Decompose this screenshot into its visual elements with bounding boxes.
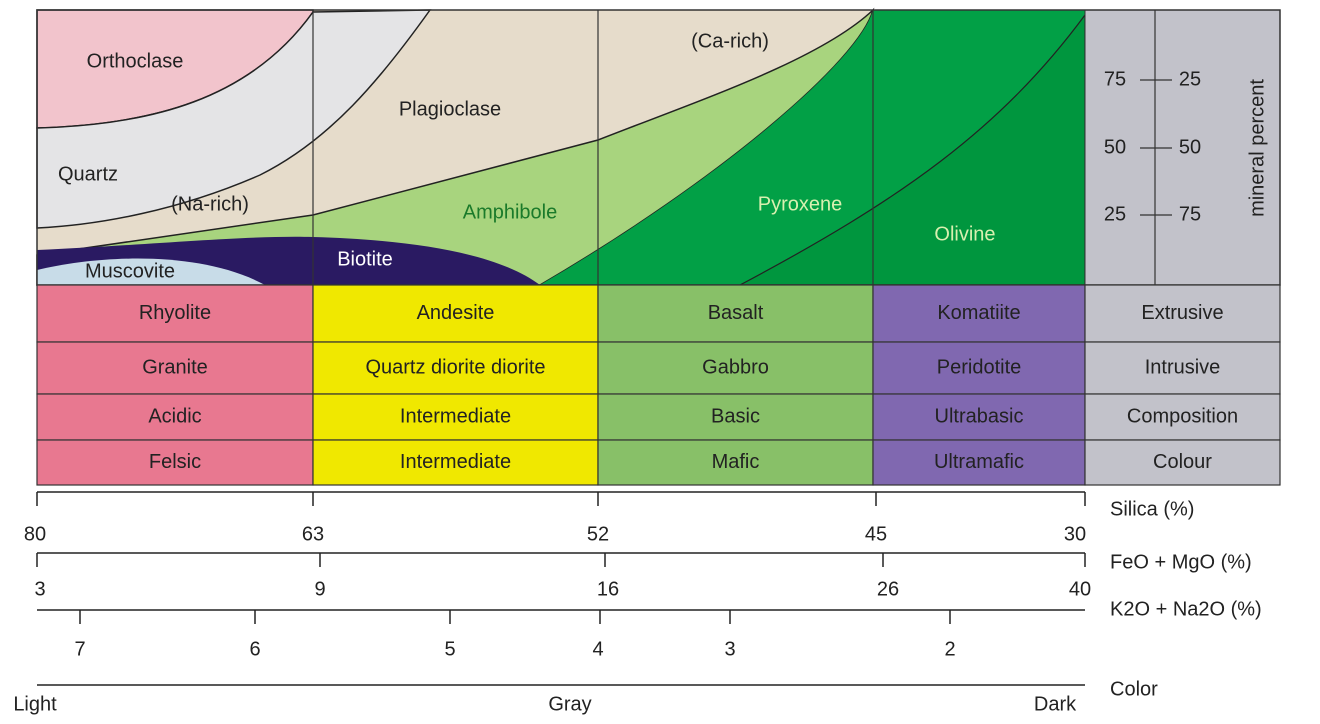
cell-text: Komatiite — [937, 302, 1020, 324]
table-cell — [1084, 284, 1281, 343]
table-cell — [312, 284, 599, 343]
cell-text: Ultramafic — [934, 451, 1024, 473]
cell-text: Quartz diorite diorite — [365, 356, 545, 378]
scale-tick-label: 7 — [74, 638, 85, 660]
cell-text: Basalt — [708, 302, 764, 324]
mineral-label: Pyroxene — [758, 193, 843, 215]
cell-text: Granite — [142, 356, 208, 378]
scale-label: K2O + Na2O (%) — [1110, 598, 1262, 620]
cell-text: Colour — [1153, 451, 1212, 473]
scale-tick-label: 63 — [302, 523, 324, 545]
cell-text: Felsic — [149, 451, 201, 473]
mineral-label: Muscovite — [85, 260, 175, 282]
percent-label: 25 — [1104, 203, 1126, 225]
percent-label: 50 — [1179, 136, 1201, 158]
olivine-area — [739, 13, 1086, 286]
cell-text: Mafic — [712, 451, 760, 473]
scale-tick-label: 52 — [587, 523, 609, 545]
table-cell — [312, 439, 599, 486]
table-cell — [597, 341, 874, 395]
muscovite-area — [37, 258, 265, 285]
scale-tick-label: Light — [13, 693, 57, 715]
mineral-label: Olivine — [934, 223, 995, 245]
cell-text: Extrusive — [1141, 302, 1223, 324]
scale-tick-label: 3 — [34, 578, 45, 600]
percent-label: 50 — [1104, 136, 1126, 158]
scale-label: Silica (%) — [1110, 498, 1194, 520]
scale-tick-label: 6 — [249, 638, 260, 660]
scale-tick-label: Gray — [548, 693, 591, 715]
percent-label: 75 — [1179, 203, 1201, 225]
scale-tick-label: 5 — [444, 638, 455, 660]
table-cell — [872, 284, 1086, 343]
scale-tick-label: Dark — [1034, 693, 1077, 715]
table-cell — [597, 284, 874, 343]
quartz-area — [36, 9, 432, 229]
table-cell — [36, 341, 314, 395]
mineral-label: (Ca-rich) — [691, 30, 769, 52]
mineral-label: Plagioclase — [399, 98, 501, 120]
scale-tick-label: 9 — [314, 578, 325, 600]
table-cell — [1084, 439, 1281, 486]
cell-text: Composition — [1127, 405, 1238, 427]
mineral-label: Orthoclase — [87, 50, 184, 72]
scale-tick-label: 26 — [877, 578, 899, 600]
cell-text: Basic — [711, 405, 760, 427]
table-cell — [36, 284, 314, 343]
cell-text: Peridotite — [937, 356, 1022, 378]
scale-tick-label: 2 — [944, 638, 955, 660]
table-cell — [1084, 393, 1281, 441]
scale-tick-label: 4 — [592, 638, 603, 660]
scale-tick-label: 16 — [597, 578, 619, 600]
cell-text: Andesite — [417, 302, 495, 324]
cell-text: Ultrabasic — [935, 405, 1024, 427]
table-cell — [872, 393, 1086, 441]
cell-text: Intrusive — [1145, 356, 1221, 378]
scale-tick-label: 30 — [1064, 523, 1086, 545]
scale-tick-label: 40 — [1069, 578, 1091, 600]
scale-tick-label: 45 — [865, 523, 887, 545]
table-cell — [872, 439, 1086, 486]
cell-text: Acidic — [148, 405, 201, 427]
scale-label: Color — [1110, 678, 1158, 700]
table-cell — [312, 393, 599, 441]
table-cell — [312, 341, 599, 395]
percent-label: 25 — [1179, 68, 1201, 90]
cell-text: Intermediate — [400, 405, 511, 427]
percent-title: mineral percent — [1246, 79, 1268, 217]
cell-text: Rhyolite — [139, 302, 211, 324]
pyroxene-area — [540, 10, 1085, 285]
percent-label: 75 — [1104, 68, 1126, 90]
table-cell — [1084, 341, 1281, 395]
table-cell — [36, 439, 314, 486]
cell-text: Intermediate — [400, 451, 511, 473]
mineral-label: (Na-rich) — [171, 193, 249, 215]
cell-text: Gabbro — [702, 356, 769, 378]
scale-label: FeO + MgO (%) — [1110, 551, 1252, 573]
mineral-label: Amphibole — [463, 201, 558, 223]
mineral-label: Biotite — [337, 248, 393, 270]
mineral-label: Quartz — [58, 163, 118, 185]
table-cell — [872, 341, 1086, 395]
scale-tick-label: 3 — [724, 638, 735, 660]
scale-tick-label: 80 — [24, 523, 46, 545]
table-cell — [36, 393, 314, 441]
